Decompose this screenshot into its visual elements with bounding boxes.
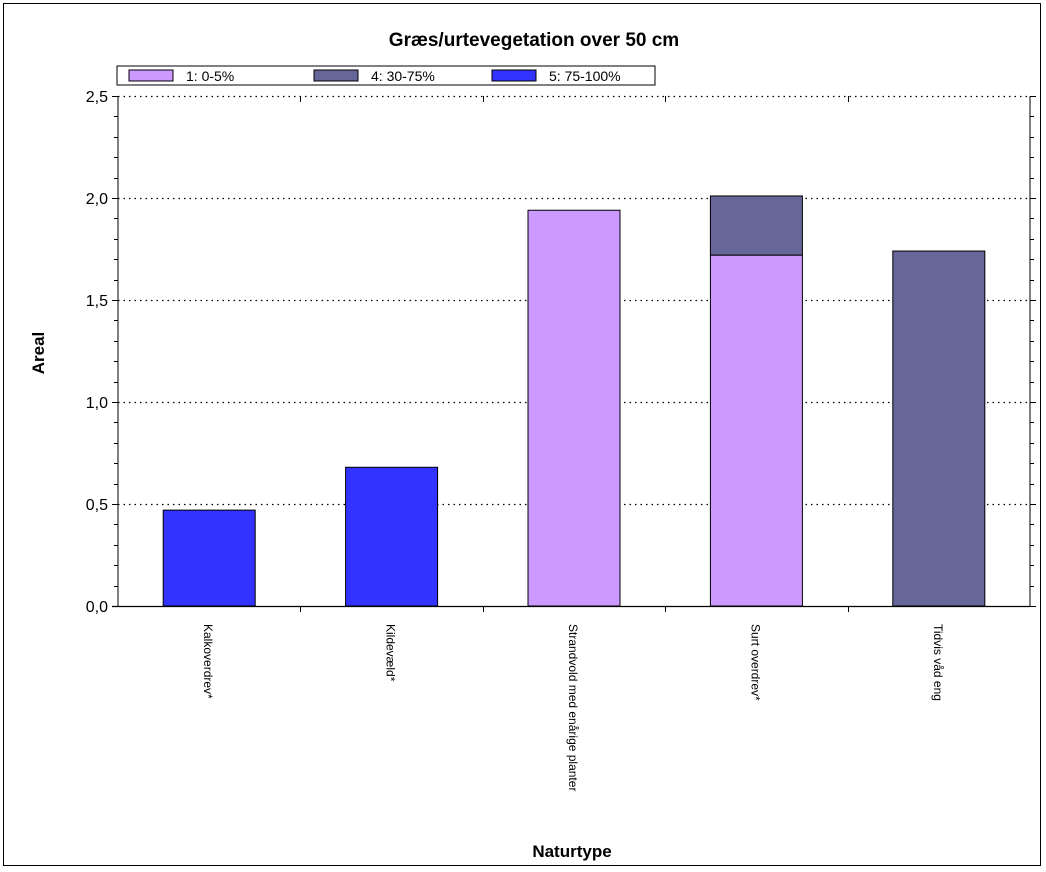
chart-svg: Græs/urtevegetation over 50 cm 1: 0-5% 4:… xyxy=(29,30,1036,861)
x-tick-label: Kildevæld* xyxy=(384,624,398,682)
x-tick-label: Strandvold med enårige planter xyxy=(566,624,580,791)
bar-segment xyxy=(345,466,439,607)
x-tick-label: Tidvis våd eng xyxy=(931,624,945,701)
x-tick-label: Surt overdrev* xyxy=(748,624,762,701)
legend: 1: 0-5% 4: 30-75% 5: 75-100% xyxy=(128,68,621,84)
y-tick-label: 2,5 xyxy=(86,89,108,106)
y-axis-label: Areal xyxy=(29,332,48,375)
y-tick-label: 0,5 xyxy=(86,497,108,514)
axes xyxy=(112,96,1036,612)
chart-frame: Græs/urtevegetation over 50 cm 1: 0-5% 4:… xyxy=(3,3,1041,866)
y-tick-label: 1,5 xyxy=(86,293,108,310)
legend-label: 5: 75-100% xyxy=(549,68,621,84)
legend-label: 4: 30-75% xyxy=(371,68,435,84)
grid-lines xyxy=(118,95,1030,506)
legend-swatch xyxy=(128,69,174,82)
legend-label: 1: 0-5% xyxy=(186,68,234,84)
y-tick-label: 0,0 xyxy=(86,599,108,616)
bar-segment xyxy=(892,250,986,607)
legend-swatch xyxy=(313,69,359,82)
bar-segment xyxy=(709,195,803,256)
x-axis-label: Naturtype xyxy=(532,842,611,861)
bar-segment xyxy=(162,509,256,607)
chart-title: Græs/urtevegetation over 50 cm xyxy=(389,30,679,51)
bar-segment xyxy=(709,254,803,607)
y-tick-label: 1,0 xyxy=(86,395,108,412)
bars xyxy=(162,195,986,607)
y-tick-labels: 0,0 0,5 1,0 1,5 2,0 2,5 xyxy=(86,89,108,616)
legend-swatch xyxy=(491,69,537,82)
y-tick-label: 2,0 xyxy=(86,191,108,208)
x-tick-labels: Kalkoverdrev* Kildevæld* Strandvold med en… xyxy=(201,624,945,791)
x-tick-label: Kalkoverdrev* xyxy=(201,624,215,699)
bar-segment xyxy=(527,209,621,607)
